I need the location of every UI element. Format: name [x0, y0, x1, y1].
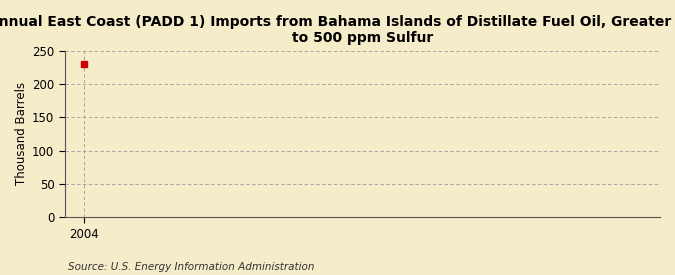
Text: Source: U.S. Energy Information Administration: Source: U.S. Energy Information Administ…	[68, 262, 314, 271]
Y-axis label: Thousand Barrels: Thousand Barrels	[15, 82, 28, 186]
Title: Annual East Coast (PADD 1) Imports from Bahama Islands of Distillate Fuel Oil, G: Annual East Coast (PADD 1) Imports from …	[0, 15, 675, 45]
